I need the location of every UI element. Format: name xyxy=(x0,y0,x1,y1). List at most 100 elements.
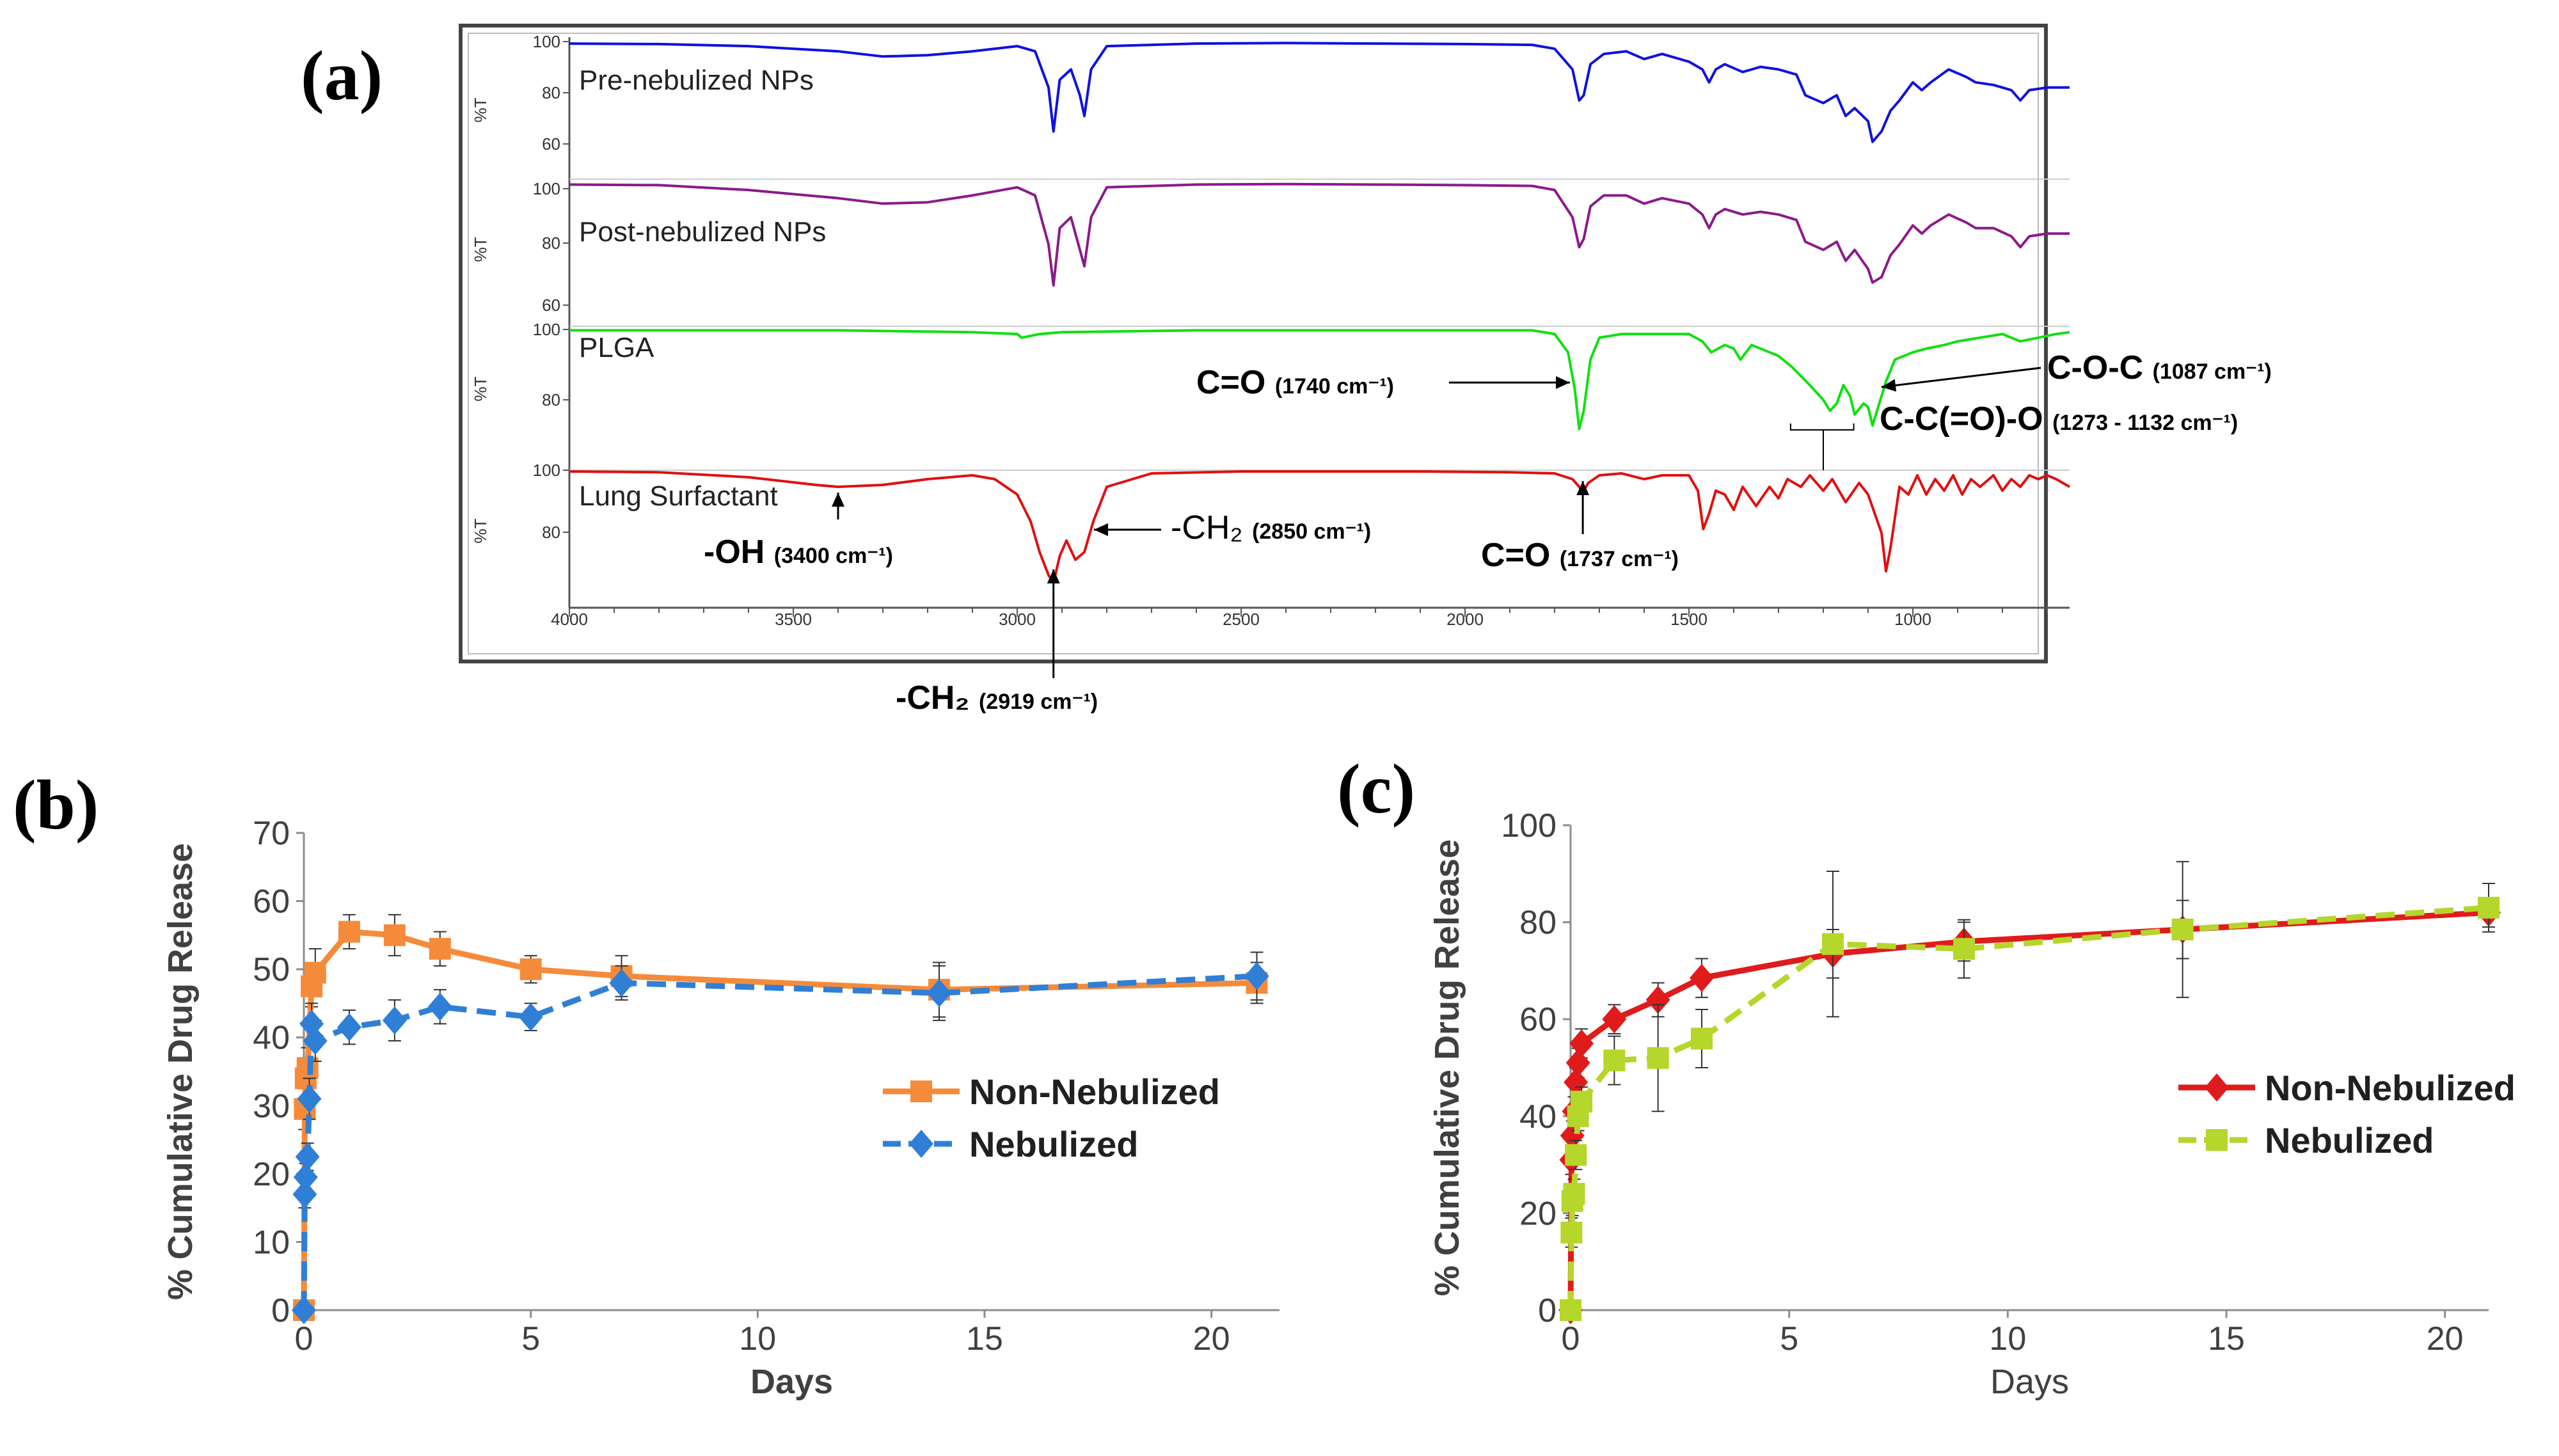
ftir-y-tick-label: 100 xyxy=(533,461,560,480)
y-tick-label: 30 xyxy=(253,1088,290,1125)
data-point-non-nebulized xyxy=(383,924,406,946)
x-tick-label: 20 xyxy=(2427,1320,2464,1357)
data-point-nebulized xyxy=(427,992,452,1021)
data-point-nebulized xyxy=(1571,1091,1593,1113)
ftir-arrow-head xyxy=(1094,523,1108,536)
x-tick-label: 10 xyxy=(1989,1320,2026,1357)
ftir-x-tick-label: 1000 xyxy=(1894,610,1931,629)
ftir-y-label: %T xyxy=(471,518,490,543)
ftir-annotation: -CH₂ (2919 cm⁻¹) xyxy=(896,679,1098,716)
ftir-series-label: Post-nebulized NPs xyxy=(579,216,826,248)
y-tick-label: 10 xyxy=(253,1224,290,1261)
data-point-nebulized xyxy=(1565,1144,1587,1166)
data-point-nebulized xyxy=(292,1296,316,1324)
data-point-nebulized xyxy=(303,1027,328,1056)
data-point-nebulized xyxy=(1822,933,1844,955)
x-tick-label: 10 xyxy=(739,1320,776,1357)
legend-marker-nebulized xyxy=(909,1130,933,1158)
ftir-arrow-head xyxy=(832,493,844,507)
data-point-nebulized xyxy=(2478,896,2500,919)
data-point-nebulized xyxy=(518,1002,543,1031)
data-point-nebulized xyxy=(337,1013,361,1041)
data-point-nebulized xyxy=(1560,1221,1583,1244)
data-point-non-nebulized xyxy=(1602,1005,1627,1034)
y-axis-title: % Cumulative Drug Release xyxy=(1428,839,1466,1296)
series-line-nebulized xyxy=(1567,905,2489,1311)
data-point-nebulized xyxy=(1244,961,1269,990)
data-point-nebulized xyxy=(927,979,952,1008)
ftir-annotation: -CH₂ (2850 cm⁻¹) xyxy=(1171,509,1371,546)
ftir-x-tick-label: 3500 xyxy=(775,610,812,629)
x-tick-label: 5 xyxy=(521,1320,540,1357)
legend-label-nebulized: Nebulized xyxy=(2265,1120,2434,1160)
data-point-nebulized xyxy=(1560,1299,1581,1321)
ftir-annotation: C-C(=O)-O (1273 - 1132 cm⁻¹) xyxy=(1880,400,2238,438)
y-tick-label: 80 xyxy=(1519,905,1557,942)
data-point-non-nebulized xyxy=(1645,985,1670,1014)
y-tick-label: 70 xyxy=(253,815,290,852)
legend-marker-nebulized xyxy=(2206,1129,2228,1151)
ftir-arrow-head xyxy=(1047,569,1060,583)
ftir-x-tick-label: 3000 xyxy=(999,610,1036,629)
legend-label-nebulized: Nebulized xyxy=(969,1124,1138,1164)
data-point-nebulized xyxy=(1691,1027,1713,1050)
y-tick-label: 20 xyxy=(1519,1195,1557,1232)
y-tick-label: 40 xyxy=(1519,1098,1557,1136)
ftir-arrow-head xyxy=(1556,376,1570,389)
x-tick-label: 15 xyxy=(2208,1320,2245,1357)
y-tick-label: 20 xyxy=(253,1156,290,1193)
data-point-nebulized xyxy=(382,1006,407,1035)
y-tick-label: 100 xyxy=(1501,807,1557,844)
ftir-bracket xyxy=(1789,423,1855,470)
ftir-spectrum-plga xyxy=(569,329,2070,431)
ftir-y-tick-label: 100 xyxy=(533,179,560,198)
ftir-annotation: -OH (3400 cm⁻¹) xyxy=(704,534,893,571)
data-point-nebulized xyxy=(292,1180,317,1208)
ftir-x-tick-label: 4000 xyxy=(551,610,588,629)
ftir-spectrum-pre-nebulized-nps xyxy=(569,42,2070,143)
panel-label-c: (c) xyxy=(1337,750,1415,828)
ftir-y-tick-label: 80 xyxy=(542,83,560,102)
ftir-y-tick-label: 60 xyxy=(542,134,560,154)
panel-label-b: (b) xyxy=(13,766,99,844)
ftir-annotation: C=O (1740 cm⁻¹) xyxy=(1196,364,1394,401)
ftir-y-label: %T xyxy=(471,237,490,262)
ftir-annotation: C=O (1737 cm⁻¹) xyxy=(1481,537,1679,574)
ftir-annotation-arrow-line xyxy=(1881,367,2041,388)
ftir-x-tick-label: 1500 xyxy=(1670,610,1707,629)
ftir-y-label: %T xyxy=(471,376,490,401)
data-point-nebulized xyxy=(2171,918,2194,940)
data-point-non-nebulized xyxy=(1565,1048,1590,1077)
ftir-series-label: Lung Surfactant xyxy=(579,480,778,512)
data-point-nebulized xyxy=(1953,938,1975,960)
ftir-arrow-head xyxy=(1882,379,1897,392)
x-tick-label: 5 xyxy=(1780,1320,1798,1357)
ftir-y-tick-label: 100 xyxy=(533,32,560,51)
data-point-non-nebulized xyxy=(1569,1029,1594,1058)
ftir-y-tick-label: 80 xyxy=(542,523,560,542)
x-axis-title: Days xyxy=(1990,1363,2069,1401)
data-point-non-nebulized xyxy=(519,958,542,981)
ftir-y-label: %T xyxy=(471,97,490,122)
ftir-series-label: PLGA xyxy=(579,332,654,363)
panel-label-a: (a) xyxy=(301,36,383,115)
ftir-spectrum-post-nebulized-nps xyxy=(569,182,2070,287)
data-point-non-nebulized xyxy=(429,938,451,960)
release-plot-b: 0 10 20 30 40 50 60 70 0 5 10 15 20 Days % Cumulative … xyxy=(161,815,1280,1401)
y-tick-label: 0 xyxy=(1538,1292,1557,1329)
data-point-nebulized xyxy=(1603,1049,1626,1072)
ftir-arrow-head xyxy=(1576,481,1590,495)
data-point-nebulized xyxy=(1647,1047,1669,1069)
legend-label-non-nebulized: Non-Nebulized xyxy=(969,1072,1220,1112)
ftir-x-tick-label: 2500 xyxy=(1223,610,1260,629)
legend-label-non-nebulized: Non-Nebulized xyxy=(2265,1068,2515,1108)
data-point-nebulized xyxy=(609,969,634,997)
x-tick-label: 0 xyxy=(295,1320,313,1357)
ftir-series-label: Pre-nebulized NPs xyxy=(579,65,814,96)
ftir-y-tick-label: 80 xyxy=(542,233,560,253)
y-tick-label: 50 xyxy=(253,951,290,988)
ftir-plot: 100 80 60 %T Pre-nebulized NPs 100 80 60 %T Post-… xyxy=(471,32,2272,716)
ftir-y-tick-label: 80 xyxy=(542,390,560,409)
x-tick-label: 20 xyxy=(1193,1320,1230,1357)
